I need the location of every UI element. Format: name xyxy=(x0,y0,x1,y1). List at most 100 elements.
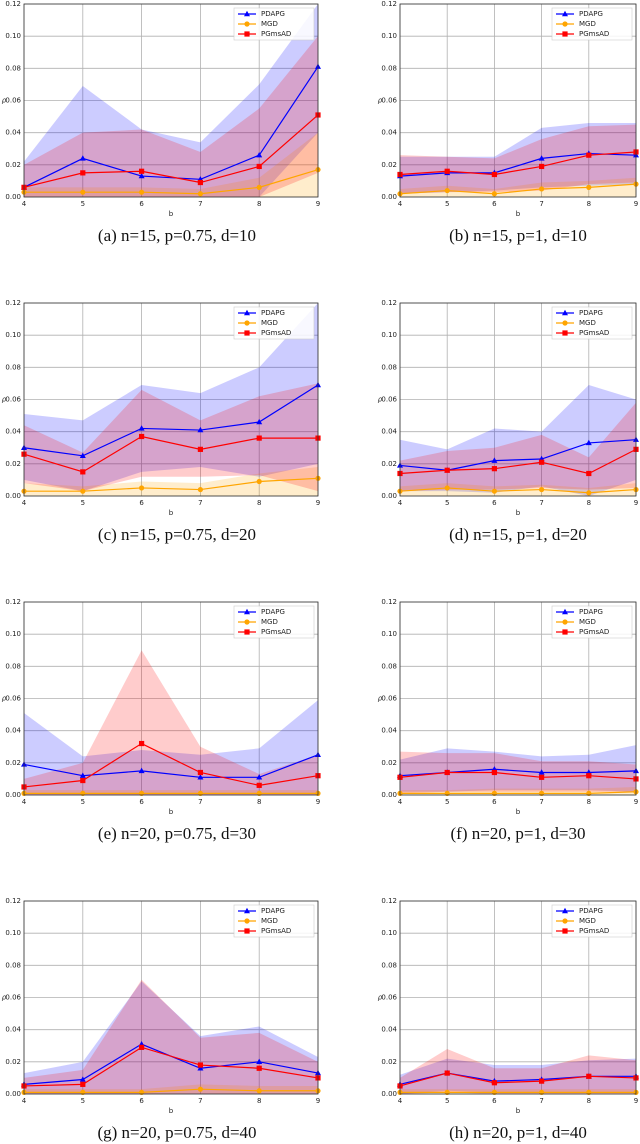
marker xyxy=(139,168,145,174)
x-tick-label: 5 xyxy=(81,798,85,806)
plot-frame xyxy=(399,900,637,1095)
x-tick-label: 5 xyxy=(81,1097,85,1105)
legend-marker xyxy=(562,907,568,914)
marker xyxy=(197,769,203,776)
x-tick-label: 8 xyxy=(257,200,261,208)
marker xyxy=(139,740,145,747)
y-tick-label: 0.08 xyxy=(5,662,21,670)
x-axis-label: b xyxy=(516,210,521,218)
marker xyxy=(539,186,545,192)
marker xyxy=(197,191,203,197)
marker xyxy=(491,457,498,463)
marker xyxy=(491,191,497,197)
x-tick-label: 9 xyxy=(634,499,638,507)
x-tick-label: 4 xyxy=(22,499,27,507)
legend-label: PGmsAD xyxy=(579,329,609,337)
y-tick-label: 0.10 xyxy=(381,32,397,40)
series-line xyxy=(23,384,319,457)
marker xyxy=(79,772,86,778)
y-tick-label: 0.10 xyxy=(381,929,397,937)
x-tick-label: 6 xyxy=(492,798,497,806)
y-tick-label: 0.12 xyxy=(381,897,397,905)
legend-label: MGD xyxy=(261,917,278,925)
y-axis-label: ρ xyxy=(2,695,7,703)
y-tick-label: 0.08 xyxy=(5,64,21,72)
confidence-band xyxy=(400,177,636,197)
confidence-band xyxy=(400,745,636,792)
marker xyxy=(491,488,497,494)
legend-marker xyxy=(562,928,568,934)
y-tick-label: 0.00 xyxy=(381,791,397,799)
legend-label: PDAPG xyxy=(579,10,603,18)
x-tick-label: 8 xyxy=(587,499,591,507)
x-axis-label: b xyxy=(169,210,174,218)
y-tick-label: 0.04 xyxy=(381,1026,397,1034)
confidence-band xyxy=(400,402,636,492)
marker xyxy=(256,782,262,788)
legend-label: PDAPG xyxy=(261,10,285,18)
series-line xyxy=(23,114,319,188)
confidence-band xyxy=(24,383,318,492)
legend-label: PDAPG xyxy=(261,608,285,616)
confidence-band xyxy=(24,1084,318,1094)
plot-frame xyxy=(23,900,319,1095)
marker xyxy=(491,1080,497,1086)
marker xyxy=(197,426,204,433)
confidence-band xyxy=(24,303,318,492)
subplot: 0.00 0.02 0.04 0.06 0.08 0.10 0.12 4 5 6 7 8 9 b ρ PDAP… xyxy=(378,598,639,843)
x-axis-label: b xyxy=(516,509,521,517)
marker xyxy=(256,1065,262,1071)
x-tick-label: 8 xyxy=(587,798,591,806)
marker xyxy=(256,774,263,780)
marker xyxy=(586,470,592,477)
legend-label: MGD xyxy=(579,319,596,327)
y-tick-label: 0.10 xyxy=(5,630,21,638)
y-tick-label: 0.02 xyxy=(381,460,397,468)
confidence-band xyxy=(24,981,318,1094)
marker xyxy=(491,171,497,178)
y-tick-label: 0.06 xyxy=(5,994,21,1002)
legend-marker xyxy=(244,928,250,934)
y-tick-label: 0.02 xyxy=(5,161,21,169)
confidence-band xyxy=(24,650,318,795)
legend-marker xyxy=(562,21,568,27)
caption: (b) n=15, p=1, d=10 xyxy=(449,226,587,245)
x-tick-label: 9 xyxy=(316,1097,320,1105)
marker xyxy=(197,486,203,493)
legend-label: PGmsAD xyxy=(579,927,609,935)
legend-label: PDAPG xyxy=(261,907,285,915)
marker xyxy=(538,155,545,161)
legend-marker xyxy=(562,918,568,924)
legend-label: MGD xyxy=(579,20,596,28)
y-tick-label: 0.06 xyxy=(381,97,397,105)
series-line xyxy=(399,1072,637,1087)
confidence-band xyxy=(400,123,636,194)
marker xyxy=(80,189,86,195)
series-line xyxy=(23,742,319,788)
marker xyxy=(256,163,262,170)
marker xyxy=(491,769,497,776)
y-tick-label: 0.04 xyxy=(381,428,397,436)
x-tick-label: 9 xyxy=(634,1097,638,1105)
legend-label: MGD xyxy=(261,20,278,28)
x-tick-label: 5 xyxy=(445,499,449,507)
confidence-band xyxy=(400,124,636,194)
marker xyxy=(538,769,545,775)
plot-frame xyxy=(23,302,319,497)
marker xyxy=(256,478,262,485)
x-axis-label: b xyxy=(169,509,174,517)
x-tick-label: 5 xyxy=(445,200,449,208)
x-tick-label: 8 xyxy=(587,200,591,208)
marker xyxy=(539,1078,545,1084)
y-tick-label: 0.06 xyxy=(5,695,21,703)
legend-label: PDAPG xyxy=(579,608,603,616)
series-line xyxy=(23,66,319,188)
legend-label: PDAPG xyxy=(579,907,603,915)
x-tick-label: 7 xyxy=(539,499,543,507)
y-tick-label: 0.02 xyxy=(381,1058,397,1066)
x-tick-label: 5 xyxy=(81,499,85,507)
marker xyxy=(444,168,450,174)
y-tick-label: 0.02 xyxy=(5,759,21,767)
marker xyxy=(79,452,86,458)
y-tick-label: 0.04 xyxy=(5,727,21,735)
